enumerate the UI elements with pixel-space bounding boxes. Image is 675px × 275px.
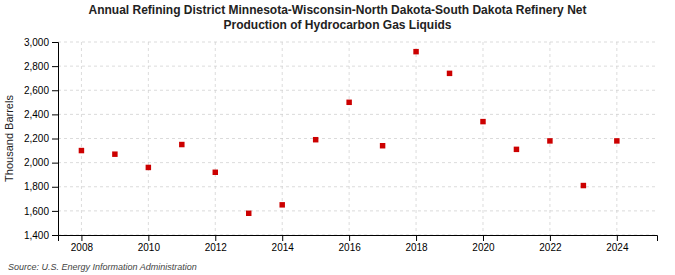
grid-line-y xyxy=(58,210,657,211)
x-tick-mark xyxy=(148,235,149,241)
grid-line-y xyxy=(58,138,657,139)
y-tick-label: 1,600 xyxy=(24,206,49,217)
point xyxy=(179,142,184,147)
point xyxy=(146,165,151,170)
y-tick-label: 2,200 xyxy=(24,133,49,144)
chart-title: Annual Refining District Minnesota-Wisco… xyxy=(89,3,587,17)
x-tick-mark xyxy=(416,235,417,241)
x-axis-line xyxy=(59,236,658,242)
x-tick: 2020 xyxy=(472,235,495,253)
x-tick-mark xyxy=(282,235,283,241)
x-tick-mark xyxy=(483,235,484,241)
point xyxy=(112,151,117,156)
y-tick: 2,200 xyxy=(24,133,58,144)
y-tick: 1,600 xyxy=(24,206,58,217)
grid-line-y xyxy=(58,66,657,67)
chart-svg: Annual Refining District Minnesota-Wisco… xyxy=(0,0,675,275)
y-tick: 3,000 xyxy=(24,37,58,48)
y-tick: 2,600 xyxy=(24,85,58,96)
x-tick: 2008 xyxy=(71,235,94,253)
x-tick: 2012 xyxy=(205,235,228,253)
y-tick: 2,400 xyxy=(24,109,58,120)
y-axis-line xyxy=(52,43,59,236)
point xyxy=(313,137,318,142)
x-tick: 2022 xyxy=(539,235,562,253)
grid-line-y xyxy=(58,90,657,91)
point xyxy=(380,143,385,148)
x-tick-label: 2022 xyxy=(539,242,562,253)
point xyxy=(547,138,552,143)
point xyxy=(413,49,418,54)
x-tick-mark xyxy=(349,235,350,241)
y-tick-mark xyxy=(52,163,58,164)
y-tick-mark xyxy=(52,42,58,43)
point xyxy=(246,211,251,216)
x-tick: 2016 xyxy=(339,235,362,253)
y-tick-mark xyxy=(52,66,58,67)
grid-line-y xyxy=(58,162,657,163)
point xyxy=(514,147,519,152)
y-tick-mark xyxy=(52,139,58,140)
grid-line-y xyxy=(58,186,657,187)
point xyxy=(346,100,351,105)
point xyxy=(614,138,619,143)
y-tick-label: 3,000 xyxy=(24,37,49,48)
point xyxy=(480,119,485,124)
grid-line-x xyxy=(416,42,417,235)
y-tick-mark xyxy=(52,211,58,212)
plot-area: 2008 2010 2012 2014 2016 2018 2020 2022 2024 1,40… xyxy=(24,37,658,253)
x-tick: 2010 xyxy=(138,235,161,253)
chart-container: Annual Refining District Minnesota-Wisco… xyxy=(0,0,675,275)
point xyxy=(79,148,84,153)
x-tick-label: 2024 xyxy=(606,242,629,253)
chart-title: Production of Hydrocarbon Gas Liquids xyxy=(223,18,451,32)
point xyxy=(581,183,586,188)
x-tick-mark xyxy=(215,235,216,241)
y-tick-label: 2,600 xyxy=(24,85,49,96)
x-tick-label: 2018 xyxy=(405,242,428,253)
y-tick-mark xyxy=(52,90,58,91)
x-axis: 2008 2010 2012 2014 2016 2018 2020 2022 2024 xyxy=(59,235,658,253)
x-tick: 2018 xyxy=(405,235,428,253)
y-tick-label: 2,000 xyxy=(24,157,49,168)
y-tick-label: 1,400 xyxy=(24,230,49,241)
source-note: Source: U.S. Energy Information Administ… xyxy=(8,262,197,272)
grid-line-x xyxy=(482,42,483,235)
grid xyxy=(58,42,657,235)
x-tick-label: 2008 xyxy=(71,242,94,253)
grid-line-y xyxy=(58,42,657,43)
x-tick-label: 2012 xyxy=(205,242,228,253)
y-tick: 1,400 xyxy=(24,230,58,241)
x-tick-mark xyxy=(617,235,618,241)
x-tick-label: 2010 xyxy=(138,242,161,253)
y-tick-mark xyxy=(52,187,58,188)
marks xyxy=(79,49,620,216)
x-tick-label: 2016 xyxy=(339,242,362,253)
x-tick: 2014 xyxy=(272,235,295,253)
y-axis: 1,400 1,600 1,800 2,000 2,200 2,400 2,600 2,800… xyxy=(24,37,59,241)
y-axis-title: Thousand Barrels xyxy=(3,95,15,182)
x-tick-label: 2020 xyxy=(472,242,495,253)
x-tick-mark xyxy=(550,235,551,241)
y-tick: 1,800 xyxy=(24,181,58,192)
x-tick-label: 2014 xyxy=(272,242,295,253)
point xyxy=(447,71,452,76)
y-tick-mark xyxy=(52,114,58,115)
x-tick: 2024 xyxy=(606,235,629,253)
point xyxy=(279,202,284,207)
grid-line-x xyxy=(81,42,82,235)
y-tick-label: 2,400 xyxy=(24,109,49,120)
y-tick-label: 1,800 xyxy=(24,181,49,192)
point xyxy=(213,170,218,175)
y-tick-mark xyxy=(52,235,58,236)
y-tick: 2,800 xyxy=(24,61,58,72)
y-tick: 2,000 xyxy=(24,157,58,168)
y-tick-label: 2,800 xyxy=(24,61,49,72)
grid-line-y xyxy=(58,114,657,115)
x-tick-mark xyxy=(81,235,82,241)
